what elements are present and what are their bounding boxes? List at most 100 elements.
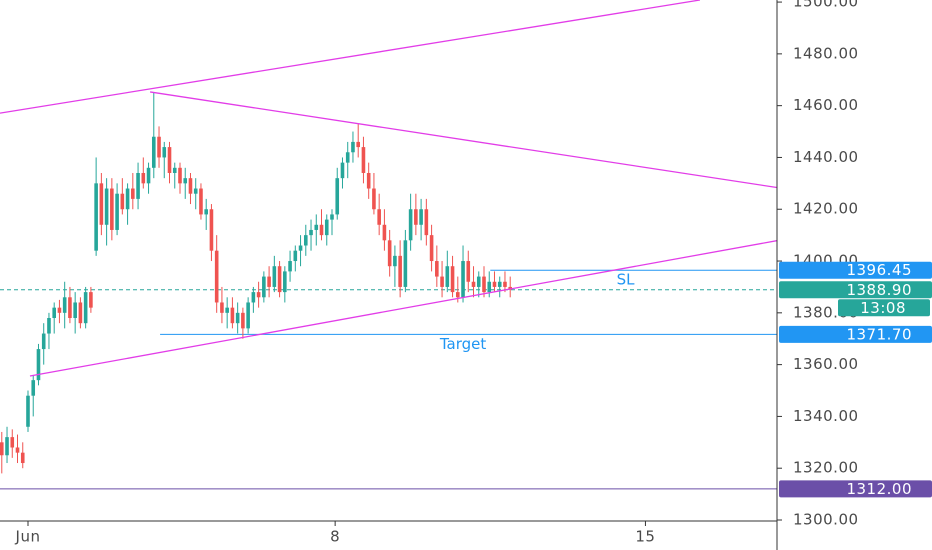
candle-body xyxy=(183,178,188,184)
y-tick-label: 1500.00 xyxy=(793,0,859,11)
candle-body xyxy=(115,193,119,230)
trend-line xyxy=(0,0,701,114)
price-box-label: 1371.70 xyxy=(846,325,912,343)
candle-body xyxy=(47,318,51,334)
candle-body xyxy=(146,167,151,184)
trend-line xyxy=(29,239,781,377)
level-text: SL xyxy=(617,271,636,289)
candle-body xyxy=(435,261,439,277)
candle-body xyxy=(419,209,423,225)
candle-body xyxy=(487,281,492,293)
candle-body xyxy=(319,224,324,236)
candle-body xyxy=(62,297,67,313)
x-tick-label: 8 xyxy=(330,528,340,546)
candle-body xyxy=(429,235,434,262)
candle-body xyxy=(303,235,308,246)
candle-body xyxy=(99,183,104,225)
candle-body xyxy=(466,261,471,282)
candle-body xyxy=(382,224,387,241)
candle-body xyxy=(251,292,256,303)
countdown-box xyxy=(838,299,930,317)
candle-body xyxy=(298,245,303,251)
candle-body xyxy=(151,136,156,168)
y-tick-label: 1300.00 xyxy=(793,511,859,529)
candle-body xyxy=(314,224,319,230)
y-tick-label: 1340.00 xyxy=(793,407,859,425)
price-box-label: 1312.00 xyxy=(846,480,912,498)
candle-body xyxy=(377,209,381,225)
candle-body xyxy=(172,167,177,173)
x-tick-label: Jun xyxy=(15,528,41,546)
candle-body xyxy=(167,147,172,173)
candle-body xyxy=(272,266,277,287)
candle-body xyxy=(361,147,366,173)
candle-body xyxy=(78,302,83,324)
y-tick-label: 1460.00 xyxy=(793,96,859,114)
candle-body xyxy=(351,141,355,153)
candle-body xyxy=(193,188,198,194)
candle-body xyxy=(57,307,62,313)
candle-body xyxy=(15,447,20,453)
price-box-label: 1396.45 xyxy=(846,261,912,279)
candle-body xyxy=(471,281,476,287)
price-box xyxy=(779,325,932,343)
time-axis-panel xyxy=(0,520,777,550)
price-box xyxy=(779,261,932,279)
candle-body xyxy=(120,193,125,210)
candle-body xyxy=(73,302,77,319)
candle-body xyxy=(204,209,209,215)
candle-body xyxy=(403,240,408,287)
candle-body xyxy=(52,307,56,319)
candle-body xyxy=(440,276,444,287)
candle-body xyxy=(345,152,350,163)
countdown-label: 13:08 xyxy=(860,299,906,317)
candle-body xyxy=(262,276,266,298)
candle-body xyxy=(503,281,507,287)
candle-body xyxy=(256,292,261,298)
candle-body xyxy=(283,271,287,293)
candle-body xyxy=(41,333,46,350)
candle-body xyxy=(178,167,182,184)
y-tick-label: 1320.00 xyxy=(793,459,859,477)
candle-body xyxy=(5,437,9,456)
candle-body xyxy=(324,219,329,236)
candle-body xyxy=(335,178,340,215)
candle-body xyxy=(340,162,345,179)
candle-body xyxy=(141,172,146,184)
price-box xyxy=(779,281,932,299)
candle-body xyxy=(214,250,219,303)
y-tick-label: 1440.00 xyxy=(793,148,859,166)
candle-body xyxy=(424,209,429,236)
candle-body xyxy=(476,276,481,287)
candle-body xyxy=(31,380,36,396)
candle-body xyxy=(267,276,271,287)
candle-body xyxy=(393,255,397,267)
candle-body xyxy=(68,297,72,319)
y-tick-label: 1360.00 xyxy=(793,355,859,373)
candle-body xyxy=(230,307,235,324)
candle-body xyxy=(162,147,167,158)
candle-body xyxy=(408,209,413,241)
candle-body xyxy=(455,292,460,298)
level-text: Target xyxy=(439,335,487,353)
price-box xyxy=(779,480,932,498)
candle-body xyxy=(288,261,292,272)
candle-body xyxy=(209,209,214,251)
candle-body xyxy=(188,178,193,194)
candle-body xyxy=(293,250,298,262)
candle-body xyxy=(241,312,245,329)
candle-body xyxy=(414,209,418,225)
candle-body xyxy=(246,302,250,329)
candle-body xyxy=(497,281,502,287)
candle-body xyxy=(36,349,41,381)
candle-body xyxy=(136,172,140,199)
y-tick-label: 1420.00 xyxy=(793,200,859,218)
candle-body xyxy=(20,452,25,464)
candle-body xyxy=(199,188,203,215)
candle-body xyxy=(398,255,402,287)
candle-body xyxy=(356,141,361,148)
candle-body xyxy=(482,276,486,293)
candle-body xyxy=(225,307,229,313)
candle-body xyxy=(220,302,224,313)
